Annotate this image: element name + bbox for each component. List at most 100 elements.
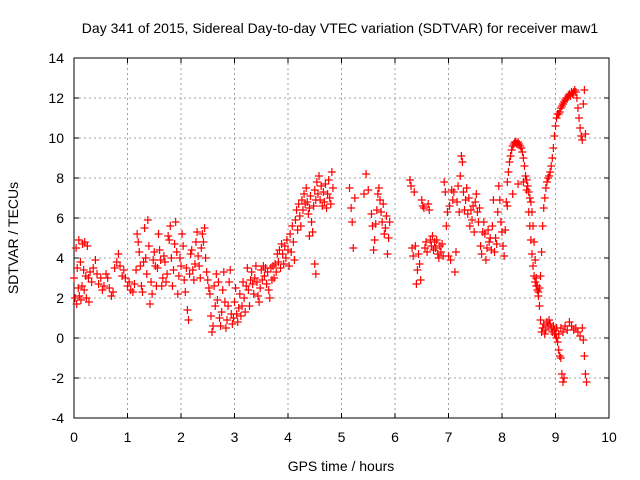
data-point <box>500 252 509 260</box>
data-point <box>526 236 535 244</box>
data-point <box>428 232 437 240</box>
data-point <box>478 228 487 236</box>
data-point <box>322 204 331 212</box>
data-point <box>91 256 100 264</box>
data-point <box>320 198 329 206</box>
x-tick-label: 3 <box>231 429 239 445</box>
data-point <box>73 264 82 272</box>
y-tick-label: -4 <box>52 410 65 426</box>
data-point <box>286 230 295 238</box>
data-point <box>186 250 195 258</box>
data-point <box>244 286 253 294</box>
data-point <box>213 296 222 304</box>
data-point <box>79 266 88 274</box>
data-points <box>70 86 591 386</box>
data-point <box>523 182 532 190</box>
data-point <box>105 284 114 292</box>
data-point <box>385 218 394 226</box>
data-point <box>561 322 570 330</box>
data-point <box>327 168 336 176</box>
data-point <box>448 196 457 204</box>
data-point <box>516 142 525 150</box>
data-point <box>290 256 299 264</box>
data-point <box>248 280 257 288</box>
data-point <box>221 324 230 332</box>
data-point <box>103 274 112 282</box>
data-point <box>303 198 312 206</box>
data-point <box>255 298 264 306</box>
y-tick-label: 10 <box>48 130 64 146</box>
data-point <box>162 278 171 286</box>
data-point <box>78 240 87 248</box>
data-point <box>534 288 543 296</box>
data-point <box>240 294 249 302</box>
data-point <box>295 212 304 220</box>
data-point <box>166 222 175 230</box>
data-point <box>199 238 208 246</box>
data-point <box>180 276 189 284</box>
data-point <box>228 320 237 328</box>
data-point <box>246 276 255 284</box>
data-point <box>98 286 107 294</box>
data-point <box>119 266 128 274</box>
data-point <box>547 162 556 170</box>
data-point <box>537 248 546 256</box>
data-point <box>163 270 172 278</box>
data-point <box>134 238 143 246</box>
data-point <box>251 262 260 270</box>
x-tick-label: 9 <box>552 429 560 445</box>
data-point <box>147 278 156 286</box>
data-point <box>502 198 511 206</box>
data-point <box>453 198 462 206</box>
data-point <box>544 174 553 182</box>
data-point <box>316 196 325 204</box>
data-point <box>194 252 203 260</box>
data-point <box>378 218 387 226</box>
data-point <box>348 218 357 226</box>
x-tick-label: 1 <box>124 429 132 445</box>
data-point <box>555 352 564 360</box>
data-point <box>533 286 542 294</box>
data-point <box>447 186 456 194</box>
data-point <box>442 222 451 230</box>
data-point <box>420 244 429 252</box>
data-point <box>429 246 438 254</box>
data-point <box>191 238 200 246</box>
data-point <box>216 322 225 330</box>
data-point <box>96 274 105 282</box>
data-point <box>377 208 386 216</box>
data-point <box>552 334 561 342</box>
data-point <box>540 330 549 338</box>
data-point <box>172 248 181 256</box>
y-tick-label: 6 <box>56 210 64 226</box>
data-point <box>469 202 478 210</box>
data-point <box>312 178 321 186</box>
x-tick-label: 5 <box>338 429 346 445</box>
data-point <box>87 278 96 286</box>
data-point <box>493 208 502 216</box>
data-point <box>580 86 589 94</box>
data-point <box>419 204 428 212</box>
data-point <box>291 216 300 224</box>
data-point <box>256 284 265 292</box>
data-point <box>157 282 166 290</box>
data-point <box>444 252 453 260</box>
data-point <box>78 282 87 290</box>
data-point <box>570 86 579 94</box>
data-point <box>223 316 232 324</box>
data-point <box>210 282 219 290</box>
data-point <box>580 352 589 360</box>
data-point <box>454 182 463 190</box>
data-point <box>550 132 559 140</box>
data-point <box>371 220 380 228</box>
data-point <box>307 218 316 226</box>
data-point <box>164 232 173 240</box>
data-point <box>170 240 179 248</box>
data-point <box>306 192 315 200</box>
data-point <box>411 242 420 250</box>
data-point <box>211 302 220 310</box>
data-point <box>245 302 254 310</box>
data-point <box>496 218 505 226</box>
data-point <box>267 276 276 284</box>
data-point <box>130 280 139 288</box>
